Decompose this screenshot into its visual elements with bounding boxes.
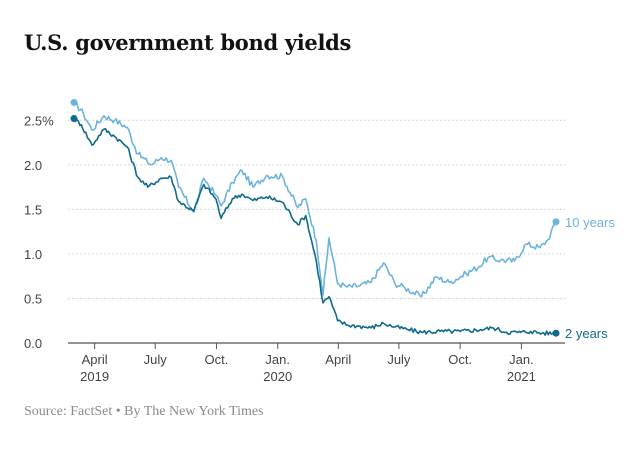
grid-layer [68, 119, 565, 299]
series-end-label: 2 years [565, 326, 608, 341]
source-credit: Source: FactSet • By The New York Times [24, 404, 264, 419]
series-end-dot [552, 218, 560, 226]
series-start-dot [70, 114, 78, 122]
x-tick-label: April [325, 352, 351, 367]
x-tick-year-label: 2021 [507, 369, 536, 384]
series-end-label: 10 years [565, 215, 615, 230]
series-layer [70, 98, 560, 337]
y-tick-label: 0.0 [24, 336, 42, 351]
series-line-ten-year [73, 101, 557, 298]
y-tick-label: 0.5 [24, 291, 42, 306]
x-tick-label: Jan. [509, 352, 534, 367]
x-tick-label: Oct. [205, 352, 229, 367]
y-tick-label: 1.0 [24, 247, 42, 262]
x-tick-label: July [144, 352, 168, 367]
y-tick-label: 2.0 [24, 158, 42, 173]
series-end-dot [552, 329, 560, 337]
series-line-two-year [73, 118, 557, 336]
series-start-dot [70, 98, 78, 106]
chart-title: U.S. government bond yields [24, 30, 352, 55]
axis-layer: 2.5% 2.0 1.5 1.0 0.5 0.0 April 2019 July Oct. Jan.… [24, 113, 565, 384]
label-layer: 10 years 2 years [565, 215, 615, 341]
x-tick-label: Jan. [265, 352, 290, 367]
y-tick-label: 2.5% [24, 113, 54, 128]
y-tick-label: 1.5 [24, 202, 42, 217]
x-tick-label: July [387, 352, 411, 367]
x-tick-year-label: 2019 [80, 369, 109, 384]
x-tick-label: Oct. [448, 352, 472, 367]
x-tick-year-label: 2020 [263, 369, 292, 384]
x-tick-label: April [82, 352, 108, 367]
